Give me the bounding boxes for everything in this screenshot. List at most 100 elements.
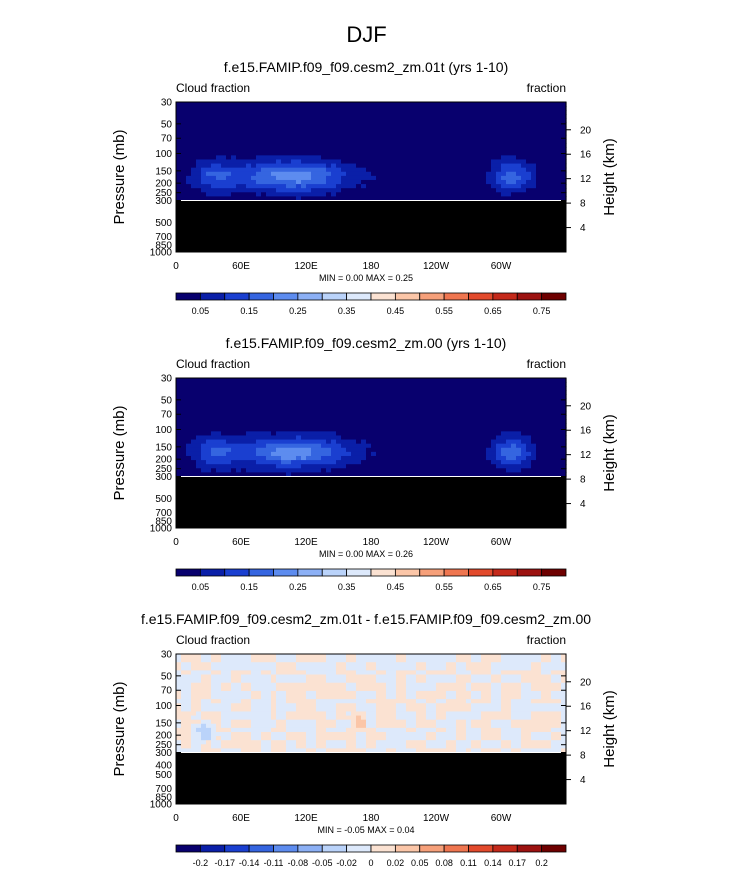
field-cell: [306, 468, 312, 473]
field-cell: [286, 732, 292, 737]
field-cell: [301, 114, 307, 119]
field-cell: [416, 431, 422, 436]
field-cell: [526, 444, 532, 449]
field-cell: [371, 394, 377, 399]
y2-axis-label: Height (km): [601, 138, 618, 216]
field-cell: [216, 720, 222, 725]
field-cell: [361, 390, 367, 395]
field-cell: [386, 699, 392, 704]
field-cell: [406, 151, 412, 156]
field-cell: [506, 403, 512, 408]
field-cell: [266, 419, 272, 424]
field-cell: [441, 159, 447, 164]
field-cell: [496, 464, 502, 469]
field-cell: [361, 184, 367, 189]
field-cell: [276, 736, 282, 741]
field-cell: [271, 662, 277, 667]
field-cell: [281, 711, 287, 716]
field-cell: [346, 399, 352, 404]
field-cell: [216, 444, 222, 449]
field-cell: [351, 403, 357, 408]
chart-panel-1: f.e15.FAMIP.f09_f09.cesm2_zm.01t (yrs 1-…: [0, 50, 733, 340]
field-cell: [551, 378, 557, 383]
field-cell: [476, 390, 482, 395]
field-cell: [261, 464, 267, 469]
field-cell: [501, 131, 507, 136]
field-cell: [381, 452, 387, 457]
field-cell: [441, 114, 447, 119]
field-cell: [381, 143, 387, 148]
field-cell: [376, 415, 382, 420]
field-cell: [476, 131, 482, 136]
field-cell: [226, 736, 232, 741]
field-cell: [511, 435, 517, 440]
field-cell: [451, 435, 457, 440]
field-cell: [206, 399, 212, 404]
field-cell: [246, 114, 252, 119]
field-cell: [456, 386, 462, 391]
field-cell: [286, 399, 292, 404]
field-cell: [196, 707, 202, 712]
field-cell: [281, 139, 287, 144]
field-cell: [281, 407, 287, 412]
field-cell: [221, 188, 227, 193]
field-cell: [186, 139, 192, 144]
field-cell: [281, 102, 287, 107]
field-cell: [271, 666, 277, 671]
field-cell: [501, 139, 507, 144]
field-cell: [326, 711, 332, 716]
field-cell: [186, 464, 192, 469]
field-cell: [216, 192, 222, 197]
field-cell: [416, 440, 422, 445]
field-cell: [511, 123, 517, 128]
field-cell: [351, 127, 357, 132]
field-cell: [321, 102, 327, 107]
field-cell: [266, 728, 272, 733]
field-cell: [266, 415, 272, 420]
field-cell: [261, 172, 267, 177]
field-cell: [511, 394, 517, 399]
field-cell: [196, 687, 202, 692]
field-cell: [551, 114, 557, 119]
field-cell: [241, 435, 247, 440]
field-cell: [306, 744, 312, 749]
field-cell: [236, 707, 242, 712]
field-cell: [356, 106, 362, 111]
field-cell: [386, 386, 392, 391]
field-cell: [321, 736, 327, 741]
field-cell: [491, 427, 497, 432]
field-cell: [361, 106, 367, 111]
field-cell: [546, 155, 552, 160]
field-cell: [316, 670, 322, 675]
field-cell: [346, 654, 352, 659]
field-cell: [181, 440, 187, 445]
field-cell: [306, 106, 312, 111]
field-cell: [336, 127, 342, 132]
field-cell: [351, 415, 357, 420]
field-cell: [356, 679, 362, 684]
field-cell: [331, 143, 337, 148]
field-cell: [216, 670, 222, 675]
field-cell: [541, 468, 547, 473]
field-cell: [291, 654, 297, 659]
field-cell: [556, 386, 562, 391]
field-cell: [346, 168, 352, 173]
field-cell: [201, 382, 207, 387]
field-cell: [311, 159, 317, 164]
field-cell: [356, 732, 362, 737]
field-cell: [546, 407, 552, 412]
field-cell: [346, 691, 352, 696]
field-cell: [256, 415, 262, 420]
field-cell: [251, 382, 257, 387]
field-cell: [376, 135, 382, 140]
field-cell: [201, 675, 207, 680]
field-cell: [271, 102, 277, 107]
field-cell: [331, 180, 337, 185]
field-cell: [291, 127, 297, 132]
field-cell: [251, 711, 257, 716]
field-cell: [321, 464, 327, 469]
field-cell: [266, 135, 272, 140]
field-cell: [256, 724, 262, 729]
field-cell: [336, 180, 342, 185]
field-cell: [301, 159, 307, 164]
